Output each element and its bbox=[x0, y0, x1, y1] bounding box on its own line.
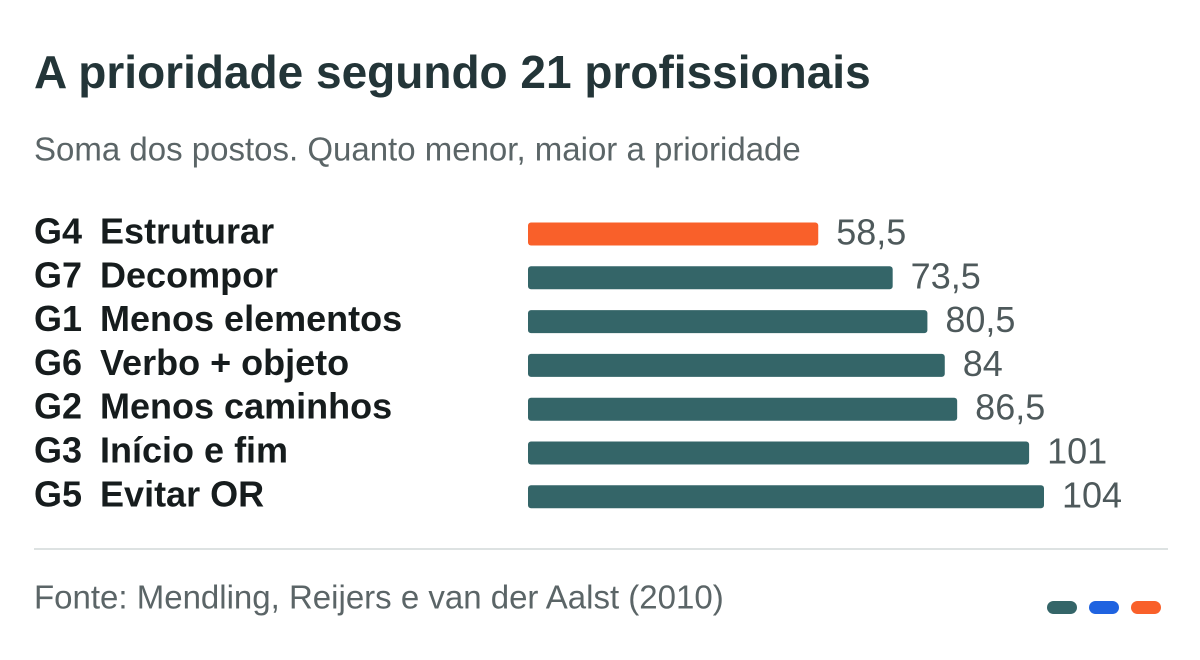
bar bbox=[528, 397, 958, 421]
category-code: G1 bbox=[34, 298, 82, 339]
category-code: G5 bbox=[34, 473, 82, 514]
category-label: Evitar OR bbox=[100, 473, 264, 514]
category-code: G4 bbox=[34, 211, 82, 252]
category-label: Estruturar bbox=[100, 211, 274, 252]
logo-dot bbox=[1131, 601, 1161, 614]
category-label: Menos elementos bbox=[100, 298, 402, 339]
bar bbox=[528, 266, 893, 290]
value-label: 73,5 bbox=[911, 255, 981, 296]
category-code: G3 bbox=[34, 430, 82, 471]
category-label: Verbo + objeto bbox=[100, 342, 349, 383]
bar bbox=[528, 222, 819, 246]
value-label: 86,5 bbox=[975, 387, 1045, 428]
logo-dot bbox=[1047, 601, 1077, 614]
bar bbox=[528, 353, 945, 377]
value-label: 101 bbox=[1047, 431, 1107, 472]
category-code: G2 bbox=[34, 386, 82, 427]
value-label: 80,5 bbox=[945, 299, 1015, 340]
category-label: Início e fim bbox=[100, 430, 288, 471]
category-label: Decompor bbox=[100, 254, 278, 295]
bar bbox=[528, 441, 1030, 465]
value-label: 58,5 bbox=[836, 212, 906, 253]
bar bbox=[528, 485, 1044, 509]
value-label: 104 bbox=[1062, 474, 1122, 515]
category-code: G7 bbox=[34, 254, 82, 295]
chart-title: A prioridade segundo 21 profissionais bbox=[34, 46, 871, 98]
logo-dot bbox=[1089, 601, 1119, 614]
source: Fonte: Mendling, Reijers e van der Aalst… bbox=[34, 579, 724, 616]
category-code: G6 bbox=[34, 342, 82, 383]
category-label: Menos caminhos bbox=[100, 386, 392, 427]
bar bbox=[528, 310, 928, 334]
value-label: 84 bbox=[963, 343, 1003, 384]
chart-subtitle: Soma dos postos. Quanto menor, maior a p… bbox=[34, 131, 801, 168]
